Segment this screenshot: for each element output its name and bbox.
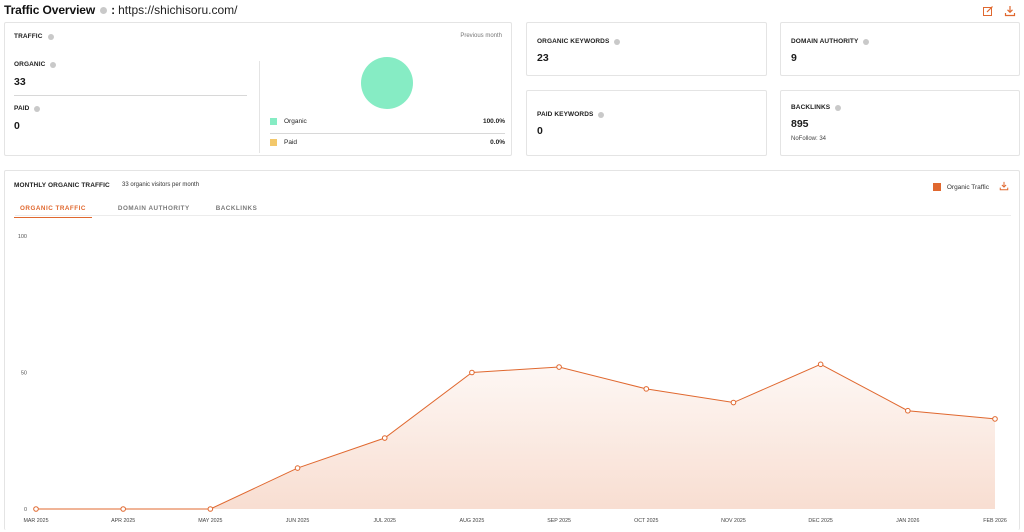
edit-icon[interactable] bbox=[982, 4, 994, 16]
paid-label: PAID bbox=[14, 105, 30, 112]
data-point[interactable] bbox=[294, 465, 301, 471]
title-separator: : bbox=[111, 3, 116, 17]
traffic-card: TRAFFIC Previous month ORGANIC 33 PAID 0… bbox=[4, 22, 512, 156]
divider bbox=[259, 61, 260, 153]
tab-divider bbox=[15, 215, 1011, 216]
page-header: Traffic Overview : https://shichisoru.co… bbox=[4, 0, 1020, 20]
organic-keywords-label: ORGANIC KEYWORDS bbox=[537, 38, 610, 45]
paid-swatch bbox=[270, 139, 277, 146]
traffic-label-row: TRAFFIC bbox=[14, 33, 54, 40]
domain-authority-label-row: DOMAIN AUTHORITY bbox=[791, 38, 870, 45]
organic-value: 33 bbox=[14, 76, 26, 88]
backlinks-card: BACKLINKS 895 NoFollow: 34 bbox=[780, 90, 1020, 156]
paid-legend-label: Paid bbox=[284, 139, 298, 146]
traffic-pie-chart bbox=[361, 57, 413, 109]
series-line bbox=[36, 363, 996, 510]
organic-traffic-chart: 0 50 100 MAR 2025 APR 2025 MAY 2025 JUN 2025 JU… bbox=[18, 234, 1007, 524]
backlinks-label: BACKLINKS bbox=[791, 104, 831, 111]
x-tick-label: SEP 2025 bbox=[547, 518, 571, 524]
paid-label-row: PAID bbox=[14, 105, 41, 112]
y-tick-label: 100 bbox=[18, 234, 27, 240]
data-point[interactable] bbox=[643, 386, 650, 392]
divider bbox=[14, 95, 247, 96]
tab-backlinks[interactable]: BACKLINKS bbox=[215, 205, 258, 212]
domain-authority-value: 9 bbox=[791, 52, 797, 64]
tab-domain-authority[interactable]: DOMAIN AUTHORITY bbox=[117, 205, 190, 212]
nofollow-count: NoFollow: 34 bbox=[791, 136, 827, 142]
info-icon[interactable] bbox=[100, 6, 108, 14]
page-title: Traffic Overview bbox=[4, 3, 96, 17]
download-icon[interactable] bbox=[1004, 4, 1016, 17]
info-icon[interactable] bbox=[835, 104, 842, 111]
x-tick-label: NOV 2025 bbox=[721, 518, 746, 524]
monthly-title: MONTHLY ORGANIC TRAFFIC bbox=[14, 182, 110, 189]
organic-label: ORGANIC bbox=[14, 61, 46, 68]
legend-swatch bbox=[932, 183, 941, 191]
series-area bbox=[36, 364, 995, 509]
legend-row-paid: Paid 0.0% bbox=[270, 139, 505, 146]
info-icon[interactable] bbox=[614, 38, 621, 45]
paid-value: 0 bbox=[14, 120, 20, 132]
organic-keywords-card: ORGANIC KEYWORDS 23 bbox=[526, 22, 767, 76]
data-point[interactable] bbox=[730, 399, 737, 406]
monthly-traffic-card: MONTHLY ORGANIC TRAFFIC 33 organic visit… bbox=[4, 170, 1020, 530]
data-point[interactable] bbox=[992, 416, 998, 422]
y-tick-label: 0 bbox=[24, 507, 27, 513]
data-point[interactable] bbox=[556, 364, 562, 370]
divider bbox=[270, 133, 505, 134]
info-icon[interactable] bbox=[47, 33, 54, 40]
info-icon[interactable] bbox=[863, 38, 870, 45]
info-icon[interactable] bbox=[34, 105, 41, 112]
organic-pct: 100.0% bbox=[482, 118, 505, 125]
info-icon[interactable] bbox=[598, 111, 605, 118]
legend-row-organic: Organic 100.0% bbox=[270, 118, 505, 125]
data-point[interactable] bbox=[817, 361, 824, 368]
domain-url: https://shichisoru.com/ bbox=[118, 3, 238, 17]
monthly-subtitle: 33 organic visitors per month bbox=[122, 182, 200, 188]
x-tick-label: OCT 2025 bbox=[634, 518, 658, 524]
domain-authority-card: DOMAIN AUTHORITY 9 bbox=[780, 22, 1020, 76]
chart-tabs: ORGANIC TRAFFIC DOMAIN AUTHORITY BACKLIN… bbox=[14, 205, 283, 218]
paid-keywords-label: PAID KEYWORDS bbox=[537, 111, 594, 118]
paid-pct: 0.0% bbox=[490, 139, 505, 146]
data-point[interactable] bbox=[905, 407, 911, 414]
x-tick-label: MAY 2025 bbox=[198, 518, 222, 524]
paid-keywords-value: 0 bbox=[537, 125, 543, 137]
data-point[interactable] bbox=[120, 506, 126, 512]
organic-legend-label: Organic bbox=[284, 118, 307, 125]
info-icon[interactable] bbox=[50, 61, 57, 68]
header-actions bbox=[982, 4, 1016, 17]
x-tick-label: MAR 2025 bbox=[23, 518, 48, 524]
x-tick-label: APR 2025 bbox=[111, 518, 135, 524]
data-point[interactable] bbox=[381, 435, 388, 441]
data-point[interactable] bbox=[207, 506, 214, 512]
x-tick-label: AUG 2025 bbox=[460, 518, 485, 524]
traffic-label: TRAFFIC bbox=[14, 33, 43, 40]
data-point[interactable] bbox=[33, 506, 39, 512]
period-label: Previous month bbox=[460, 33, 502, 39]
download-icon[interactable] bbox=[999, 181, 1011, 193]
domain-authority-label: DOMAIN AUTHORITY bbox=[791, 38, 859, 45]
x-tick-label: JUN 2025 bbox=[286, 518, 310, 524]
x-tick-label: JUL 2025 bbox=[373, 518, 396, 524]
x-tick-label: JAN 2026 bbox=[896, 518, 919, 524]
organic-keywords-label-row: ORGANIC KEYWORDS bbox=[537, 38, 621, 45]
y-tick-label: 50 bbox=[21, 371, 27, 377]
paid-keywords-card: PAID KEYWORDS 0 bbox=[526, 90, 767, 156]
organic-keywords-value: 23 bbox=[537, 52, 549, 64]
x-tick-label: FEB 2026 bbox=[983, 518, 1007, 524]
paid-keywords-label-row: PAID KEYWORDS bbox=[537, 111, 605, 118]
legend-label: Organic Traffic bbox=[946, 183, 989, 191]
chart-legend: Organic Traffic bbox=[932, 181, 1011, 193]
backlinks-label-row: BACKLINKS bbox=[791, 104, 842, 111]
x-tick-label: DEC 2025 bbox=[808, 518, 832, 524]
organic-swatch bbox=[270, 118, 277, 125]
organic-label-row: ORGANIC bbox=[14, 61, 57, 68]
tab-organic-traffic[interactable]: ORGANIC TRAFFIC bbox=[14, 205, 92, 218]
backlinks-value: 895 bbox=[791, 118, 809, 130]
data-point[interactable] bbox=[469, 369, 475, 376]
